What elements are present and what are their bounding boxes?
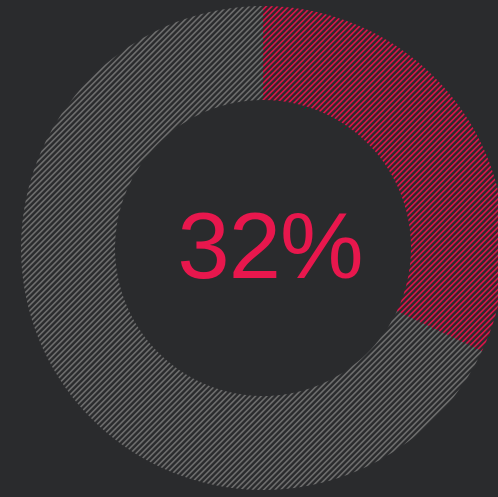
progress-fill xyxy=(263,6,498,352)
progress-track xyxy=(21,6,482,491)
